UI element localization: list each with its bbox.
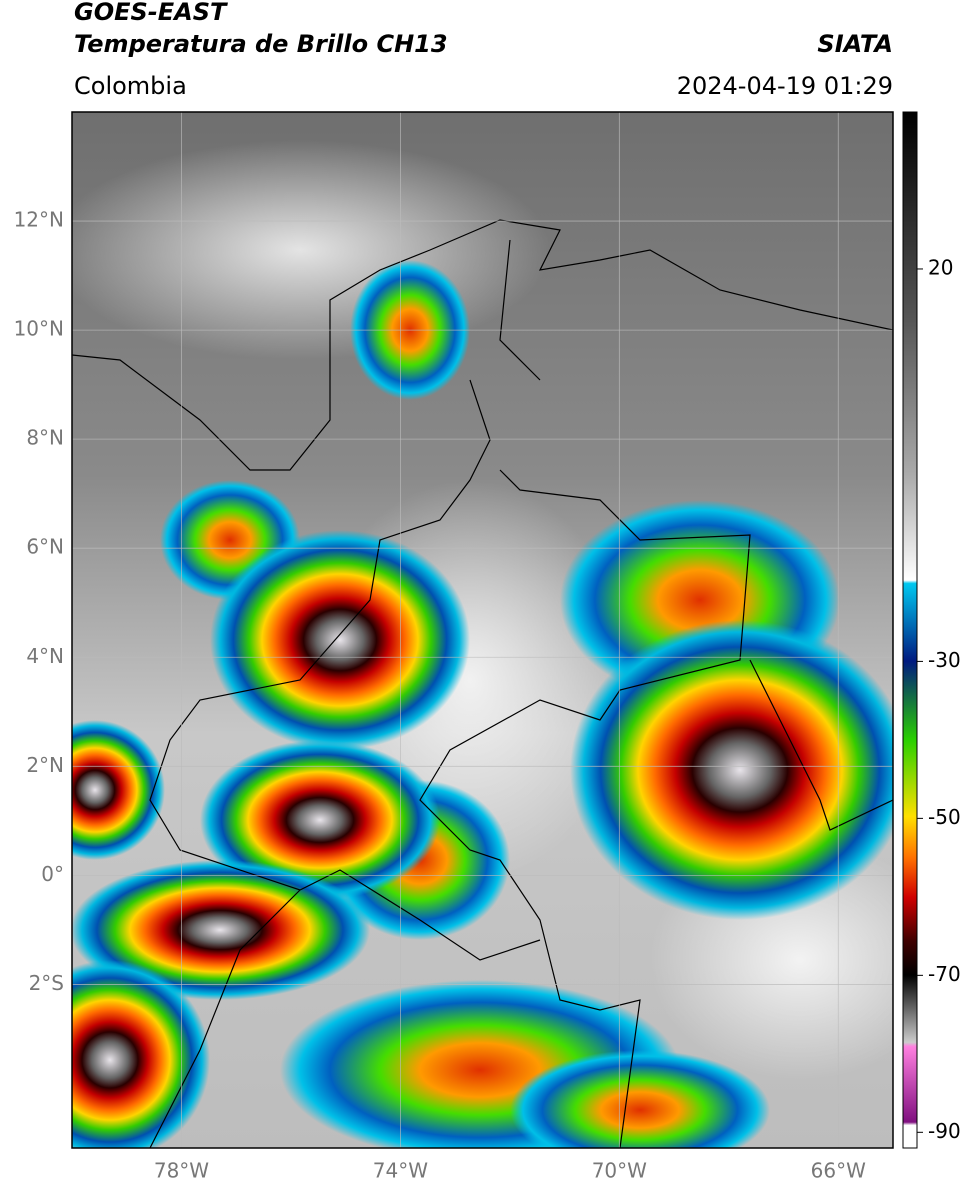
imagery — [72, 112, 893, 1148]
region-label: Colombia — [74, 72, 187, 100]
storm — [72, 720, 165, 860]
colorbar-tick-label: 20 — [928, 255, 953, 279]
lat-tick-label: 0° — [41, 862, 64, 886]
storm — [210, 530, 470, 750]
colorbar-tick-label: -90 — [928, 1119, 961, 1143]
colorbar-tick-label: -50 — [928, 805, 961, 829]
lon-tick-label: 66°W — [811, 1159, 866, 1183]
graticule — [72, 112, 893, 1148]
borders — [72, 219, 893, 1148]
lat-tick-label: 6°N — [26, 535, 64, 559]
lat-tick-label: 4°N — [26, 644, 64, 668]
lon-tick-label: 74°W — [373, 1159, 428, 1183]
satellite-title: GOES-EAST — [74, 0, 228, 26]
colorbar-tick-label: -30 — [928, 648, 961, 672]
lat-tick-label: 2°N — [26, 753, 64, 777]
lat-tick-label: 2°S — [29, 971, 64, 995]
lon-tick-label: 70°W — [592, 1159, 647, 1183]
source-label: SIATA — [817, 30, 893, 58]
storm — [200, 740, 440, 900]
lat-tick-label: 10°N — [14, 317, 64, 341]
lat-tick-label: 8°N — [26, 426, 64, 450]
lat-tick-label: 12°N — [14, 208, 64, 232]
datetime-label: 2024-04-19 01:29 — [677, 72, 893, 100]
colorbar — [902, 111, 918, 1149]
storm — [72, 960, 210, 1148]
convective-cell — [510, 1050, 770, 1148]
colorbar-tick-label: -70 — [928, 962, 961, 986]
map-frame — [71, 111, 894, 1149]
lon-tick-label: 78°W — [154, 1159, 209, 1183]
storm — [570, 620, 893, 920]
cloud-haze — [72, 140, 550, 360]
product-title: Temperatura de Brillo CH13 — [74, 30, 448, 58]
